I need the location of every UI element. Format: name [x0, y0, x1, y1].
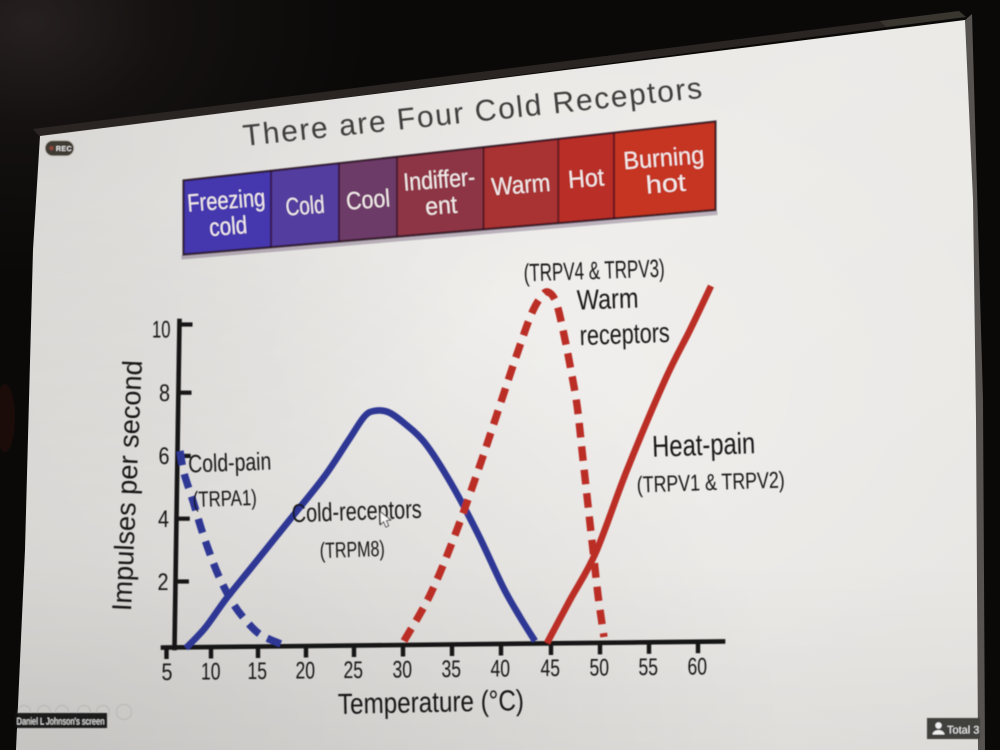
svg-text:30: 30	[393, 657, 413, 684]
svg-text:25: 25	[344, 657, 364, 684]
svg-text:Daniel L Johnson's screen: Daniel L Johnson's screen	[17, 717, 105, 728]
svg-text:Temperature (°C): Temperature (°C)	[338, 685, 525, 721]
svg-text:Hot: Hot	[567, 163, 605, 194]
svg-text:Cold-receptors: Cold-receptors	[291, 494, 422, 529]
svg-text:4: 4	[158, 506, 169, 533]
svg-text:ent: ent	[424, 191, 458, 221]
svg-text:20: 20	[296, 658, 316, 685]
svg-text:REC: REC	[56, 144, 72, 153]
svg-text:Cool: Cool	[345, 184, 391, 215]
svg-text:Heat-pain: Heat-pain	[652, 427, 756, 464]
svg-text:50: 50	[590, 655, 610, 682]
svg-text:10: 10	[201, 659, 221, 686]
svg-text:(TRPV4 & TRPV3): (TRPV4 & TRPV3)	[523, 255, 665, 288]
svg-text:40: 40	[491, 656, 511, 683]
svg-text:(TRPA1): (TRPA1)	[192, 485, 257, 512]
svg-text:55: 55	[639, 654, 659, 681]
svg-text:Cold-pain: Cold-pain	[188, 448, 272, 479]
svg-text:Freezing: Freezing	[186, 184, 266, 218]
svg-text:8: 8	[159, 380, 170, 407]
svg-text:2: 2	[158, 569, 169, 596]
svg-text:Total 3: Total 3	[947, 725, 979, 737]
svg-text:60: 60	[688, 654, 708, 681]
svg-text:35: 35	[442, 656, 462, 683]
svg-text:10: 10	[152, 317, 171, 344]
svg-text:6: 6	[159, 443, 170, 470]
svg-text:Burning: Burning	[622, 141, 705, 175]
svg-text:5: 5	[162, 659, 173, 686]
svg-text:receptors: receptors	[579, 317, 670, 351]
svg-text:(TRPV1 & TRPV2): (TRPV1 & TRPV2)	[636, 466, 785, 497]
svg-text:Warm: Warm	[576, 282, 639, 315]
svg-text:Cold: Cold	[285, 191, 326, 222]
svg-text:15: 15	[248, 658, 268, 685]
svg-text:(TRPM8): (TRPM8)	[319, 536, 385, 563]
svg-text:45: 45	[541, 655, 561, 682]
svg-text:cold: cold	[208, 211, 248, 242]
svg-text:Indiffer-: Indiffer-	[402, 163, 476, 196]
svg-text:Warm: Warm	[490, 169, 551, 201]
svg-text:hot: hot	[645, 169, 687, 200]
